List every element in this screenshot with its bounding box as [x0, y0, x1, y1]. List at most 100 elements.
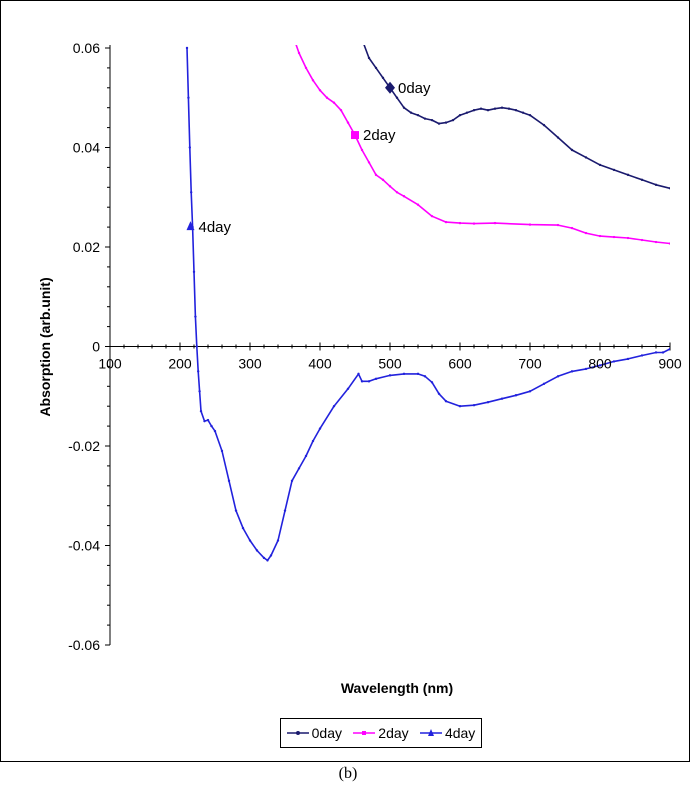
- data-point-2day: [367, 161, 371, 164]
- x-axis-title: Wavelength (nm): [341, 680, 453, 696]
- data-point-4day: [486, 401, 490, 404]
- data-point-4day: [360, 380, 364, 383]
- legend-swatch-0day: [286, 731, 309, 735]
- data-point-4day: [248, 539, 252, 542]
- data-point-0day: [395, 96, 399, 99]
- data-point-4day: [185, 46, 189, 50]
- data-point-4day: [255, 549, 259, 552]
- data-point-4day: [668, 347, 670, 351]
- legend-item-2day: 2day: [353, 725, 409, 741]
- x-tick-label: 700: [518, 356, 542, 372]
- data-point-0day: [542, 123, 546, 127]
- data-point-4day: [661, 351, 665, 354]
- y-tick-label: 0.06: [73, 40, 100, 56]
- x-tick-label: 100: [98, 356, 122, 372]
- data-point-4day: [210, 424, 213, 428]
- y-tick-label: 0: [92, 339, 100, 355]
- data-point-4day: [190, 191, 193, 194]
- data-point-4day: [234, 509, 238, 512]
- y-tick-label: 0.02: [73, 239, 100, 255]
- data-point-2day: [339, 108, 343, 112]
- data-point-0day: [479, 107, 483, 110]
- legend: 0day 2day 4day: [280, 718, 482, 748]
- legend-item-4day: 4day: [419, 725, 476, 741]
- marker-0day: [385, 81, 395, 94]
- x-tick-label: 800: [588, 356, 612, 372]
- data-point-4day: [304, 454, 308, 458]
- data-point-4day: [570, 370, 574, 373]
- series-line-2day: [295, 45, 670, 245]
- legend-swatch-4day: [419, 729, 442, 736]
- data-point-4day: [416, 372, 420, 376]
- data-point-4day: [188, 146, 191, 149]
- data-point-4day: [276, 539, 280, 542]
- data-point-0day: [437, 122, 441, 125]
- legend-label-0day: 0day: [311, 725, 342, 741]
- data-point-0day: [409, 111, 413, 114]
- data-point-0day: [472, 108, 476, 112]
- data-point-2day: [381, 178, 385, 182]
- data-point-4day: [357, 372, 360, 376]
- data-point-0day: [500, 106, 504, 109]
- data-point-4day: [198, 390, 201, 393]
- data-point-0day: [381, 76, 385, 80]
- data-point-0day: [521, 111, 525, 114]
- data-point-2day: [640, 238, 644, 242]
- data-point-4day: [203, 419, 206, 423]
- data-point-0day: [444, 121, 448, 124]
- legend-item-0day: 0day: [286, 725, 342, 741]
- data-point-4day: [388, 374, 392, 377]
- data-point-0day: [402, 106, 406, 109]
- data-point-4day: [556, 375, 560, 378]
- data-point-2day: [346, 121, 350, 124]
- x-tick-label: 300: [238, 356, 262, 372]
- y-tick-label: -0.06: [68, 637, 100, 653]
- data-point-4day: [346, 387, 350, 390]
- data-point-2day: [528, 223, 532, 226]
- marker-2day: [351, 131, 359, 140]
- data-point-4day: [528, 390, 532, 393]
- data-point-0day: [584, 156, 588, 159]
- data-point-4day: [437, 392, 441, 395]
- chart-frame: [0, 0, 690, 762]
- x-tick-label: 900: [658, 356, 682, 372]
- data-point-4day: [194, 315, 197, 318]
- data-point-4day: [206, 418, 210, 422]
- data-point-4day: [472, 404, 476, 407]
- y-tick-label: -0.02: [68, 438, 100, 454]
- series-label-4day: 4day: [199, 219, 232, 236]
- data-point-4day: [584, 367, 588, 371]
- data-point-2day: [556, 223, 560, 227]
- data-point-2day: [304, 66, 308, 70]
- data-point-2day: [493, 221, 497, 225]
- data-point-4day: [640, 354, 644, 357]
- data-point-2day: [570, 226, 574, 230]
- data-point-2day: [395, 191, 399, 194]
- data-point-0day: [528, 113, 532, 117]
- data-point-4day: [227, 479, 231, 483]
- data-point-2day: [388, 185, 392, 188]
- data-point-2day: [654, 240, 658, 244]
- data-point-0day: [654, 183, 658, 187]
- figure-caption: (b): [338, 765, 358, 782]
- data-point-4day: [612, 360, 616, 363]
- data-point-4day: [262, 556, 266, 560]
- data-point-2day: [325, 96, 329, 99]
- data-point-4day: [458, 405, 462, 408]
- data-point-0day: [640, 178, 644, 182]
- data-point-2day: [294, 42, 296, 44]
- data-point-2day: [472, 222, 476, 225]
- data-point-2day: [332, 101, 336, 104]
- data-point-2day: [612, 235, 616, 239]
- data-point-4day: [318, 427, 322, 430]
- data-point-2day: [374, 173, 378, 177]
- data-point-4day: [199, 409, 203, 413]
- data-point-0day: [465, 111, 469, 114]
- data-point-2day: [444, 220, 448, 224]
- data-point-0day: [486, 108, 490, 112]
- series-label-2day: 2day: [363, 127, 396, 144]
- legend-label-4day: 4day: [444, 725, 476, 741]
- data-point-0day: [493, 107, 497, 110]
- series-line-4day: [186, 47, 670, 562]
